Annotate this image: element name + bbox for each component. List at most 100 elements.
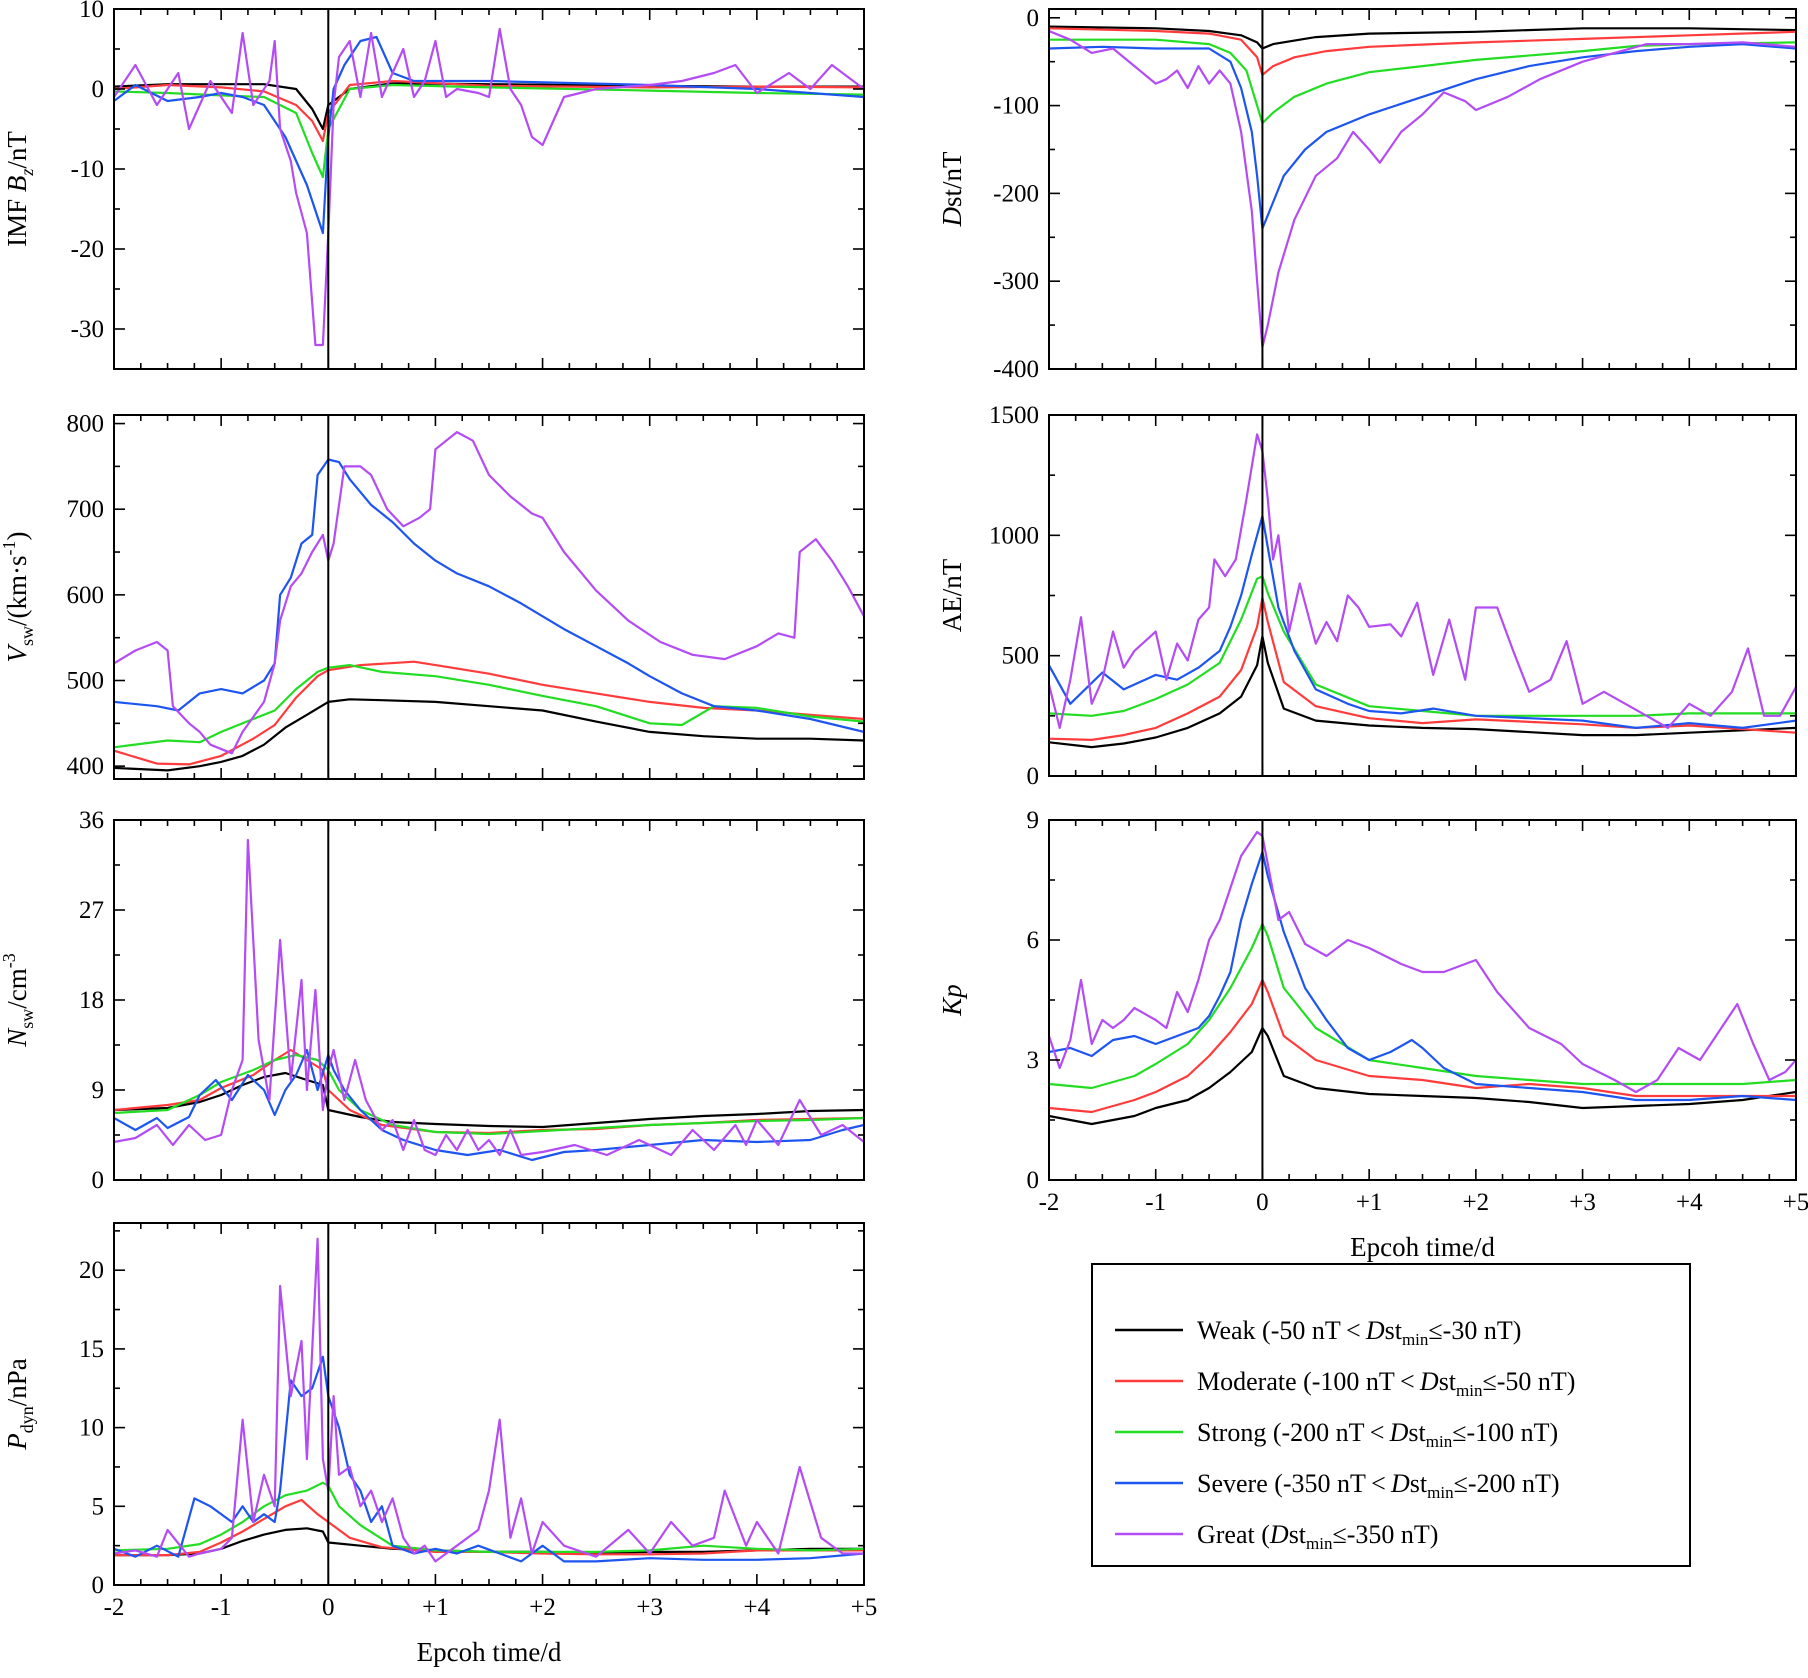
series-line-weak xyxy=(114,1071,864,1129)
x-tick-label: +4 xyxy=(744,1594,771,1621)
y-axis-title-part: V xyxy=(2,643,32,663)
x-tick-label: +2 xyxy=(529,1594,556,1621)
legend-label: Strong (-200 nT < Dstmin≤-100 nT) xyxy=(1197,1418,1558,1451)
y-axis-title: Kp xyxy=(937,984,967,1017)
legend-label-text: Weak (-50 nT < xyxy=(1197,1316,1366,1345)
y-axis-title-part: dyn xyxy=(17,1406,37,1433)
legend-label-sub: min xyxy=(1402,1330,1429,1349)
x-tick-label: -1 xyxy=(1145,1189,1166,1216)
legend-label: Moderate (-100 nT < Dstmin≤-50 nT) xyxy=(1197,1367,1575,1400)
y-axis-title-part: st/nT xyxy=(937,151,967,207)
legend-label-text: Moderate (-100 nT < xyxy=(1197,1367,1420,1396)
panel-bz: 10 0 -10 -20 -30 IMF Bz/nT xyxy=(2,0,865,370)
legend-label-st: st xyxy=(1408,1418,1426,1447)
series-line-moderate xyxy=(114,660,864,766)
legend-label-text: Strong (-200 nT < xyxy=(1197,1418,1390,1447)
series-line-moderate xyxy=(114,1498,864,1557)
x-tick-label: -2 xyxy=(104,1594,125,1621)
series-group xyxy=(114,27,864,347)
y-tick-label: 10 xyxy=(79,0,104,23)
legend-label-d: D xyxy=(1365,1316,1385,1345)
legend-label: Weak (-50 nT < Dstmin≤-30 nT) xyxy=(1197,1316,1521,1349)
series-line-severe xyxy=(114,458,864,733)
x-tick-label: +3 xyxy=(636,1594,663,1621)
series-group xyxy=(1049,830,1796,1126)
plot-frame xyxy=(1048,414,1797,777)
y-axis-title-part: IMF xyxy=(2,192,32,247)
y-tick-label: 0 xyxy=(1027,763,1040,790)
x-tick-label: -2 xyxy=(1039,1189,1060,1216)
y-axis-title: Dst/nT xyxy=(937,151,967,228)
panel-vsw: 800 700 600 500 400 Vsw/(km·s-1) xyxy=(0,411,865,780)
y-axis-title: Vsw/(km·s-1) xyxy=(0,531,37,662)
y-axis-title-part: /cm xyxy=(2,968,32,1009)
plot-frame xyxy=(113,414,865,780)
y-axis-title-part: Kp xyxy=(937,984,967,1017)
panel-dst: 0 -100 -200 -300 -400 Dst/nT xyxy=(937,5,1797,383)
y-tick-label: 0 xyxy=(92,1572,105,1599)
legend-label-sub: min xyxy=(1456,1381,1483,1400)
legend-label-post: ≤-50 nT) xyxy=(1482,1367,1575,1396)
y-axis-title-part: B xyxy=(2,176,32,193)
x-axis-title: Epcoh time/d xyxy=(417,1637,562,1667)
x-tick-label: +3 xyxy=(1569,1189,1596,1216)
series-line-great xyxy=(114,27,864,347)
x-tick-label: +5 xyxy=(1783,1189,1808,1216)
y-axis-title: Pdyn/nPa xyxy=(2,1358,37,1451)
y-tick-label: 500 xyxy=(67,668,105,695)
y-axis-title-part: /nT xyxy=(2,131,32,169)
panel-kp: 9 6 3 0 Kp -2 -1 0 +1 +2 +3 +4 +5 Epcoh time/d xyxy=(937,807,1808,1262)
series-line-moderate xyxy=(1049,27,1796,76)
y-axis-title-part: /(km·s xyxy=(2,555,32,626)
y-tick-label: -100 xyxy=(993,93,1039,120)
y-tick-label: -300 xyxy=(993,268,1039,295)
series-group xyxy=(114,431,864,772)
legend-label-st: st xyxy=(1385,1316,1403,1345)
series-line-severe xyxy=(114,35,864,235)
legend-label-sub: min xyxy=(1427,1483,1454,1502)
y-tick-label: 0 xyxy=(92,76,105,103)
y-axis-title-part: /nPa xyxy=(2,1358,32,1406)
y-tick-label: 0 xyxy=(1027,1167,1040,1194)
series-line-strong xyxy=(114,664,864,749)
y-axis-title-part: -3 xyxy=(0,953,19,968)
y-tick-label: 27 xyxy=(79,897,104,924)
series-group xyxy=(114,838,864,1162)
plot-frame xyxy=(113,8,865,370)
y-tick-label: 700 xyxy=(67,496,105,523)
legend-label-post: ≤-200 nT) xyxy=(1454,1469,1560,1498)
y-axis-title-part: N xyxy=(2,1027,32,1048)
legend-label-d: D xyxy=(1390,1469,1410,1498)
x-tick-label: -1 xyxy=(211,1594,232,1621)
x-tick-label: +1 xyxy=(422,1594,449,1621)
y-tick-label: -30 xyxy=(71,316,104,343)
x-tick-label: +1 xyxy=(1356,1189,1383,1216)
legend-label-post: ≤-100 nT) xyxy=(1452,1418,1558,1447)
series-line-weak xyxy=(114,82,864,131)
series-line-weak xyxy=(114,1527,864,1557)
y-axis-title-part: D xyxy=(937,207,967,228)
y-axis-title-part: ) xyxy=(2,531,32,540)
y-tick-label: 9 xyxy=(1027,807,1040,834)
series-line-weak xyxy=(1049,25,1796,50)
x-tick-label: 0 xyxy=(322,1594,335,1621)
y-tick-label: -10 xyxy=(71,156,104,183)
y-tick-label: 600 xyxy=(67,582,105,609)
y-tick-label: -20 xyxy=(71,236,104,263)
series-line-weak xyxy=(1049,635,1796,749)
plot-frame xyxy=(1048,8,1797,370)
y-axis-title-part: AE/nT xyxy=(937,558,967,632)
series-line-great xyxy=(114,431,864,755)
legend-label: Severe (-350 nT < Dstmin≤-200 nT) xyxy=(1197,1469,1560,1502)
y-tick-label: 0 xyxy=(1027,5,1040,32)
series-line-severe xyxy=(1049,43,1796,230)
y-axis-title-part: sw xyxy=(17,626,37,646)
legend-label-st: st xyxy=(1439,1367,1457,1396)
y-axis-title: IMF Bz/nT xyxy=(2,131,37,247)
legend-label-st: st xyxy=(1410,1469,1428,1498)
x-tick-label: +4 xyxy=(1676,1189,1703,1216)
y-axis-title: Nsw/cm-3 xyxy=(0,953,37,1048)
y-tick-label: -400 xyxy=(993,356,1039,383)
x-tick-label: +2 xyxy=(1463,1189,1490,1216)
